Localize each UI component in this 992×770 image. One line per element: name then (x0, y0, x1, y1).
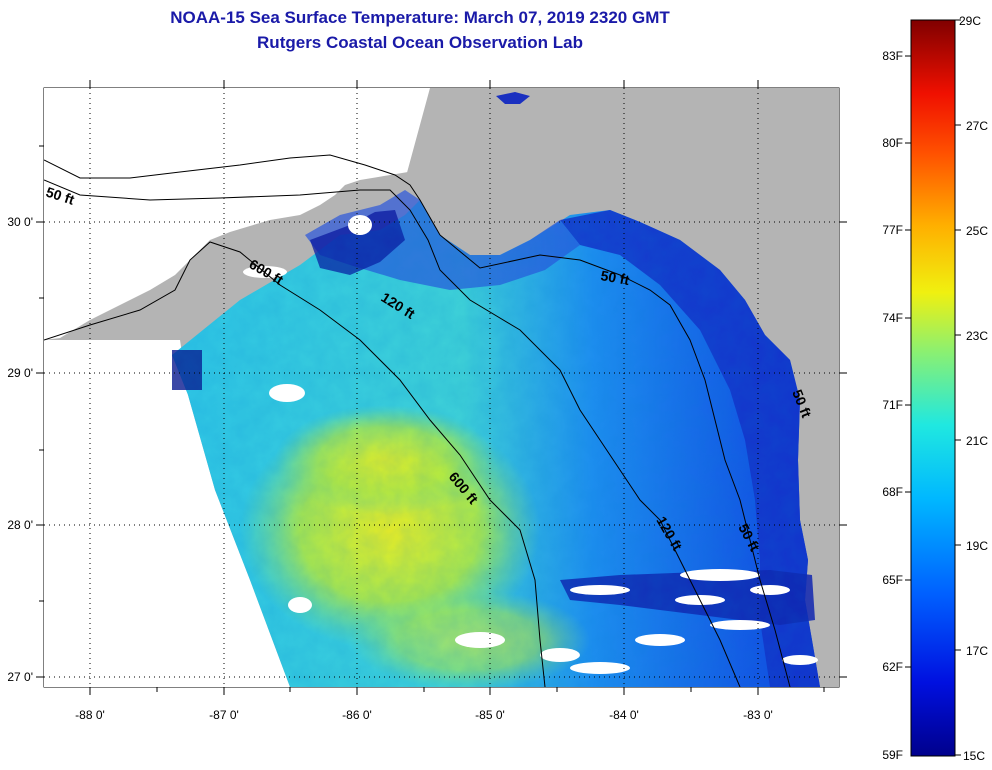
isobath-label: 50 ft (599, 267, 630, 288)
longitude-labels: -88 0' -87 0' -86 0' -85 0' -84 0' -83 0… (75, 708, 773, 722)
lat-label: 29 0' (7, 366, 33, 380)
lon-label: -83 0' (743, 708, 773, 722)
lake-blob (496, 92, 530, 104)
sst-texture (172, 200, 820, 687)
axis-ticks (36, 80, 847, 695)
chart-subtitle: Rutgers Coastal Ocean Observation Lab (257, 33, 583, 52)
lat-label: 28 0' (7, 518, 33, 532)
no-data-region (44, 340, 290, 687)
lon-label: -88 0' (75, 708, 105, 722)
land-panhandle (44, 88, 430, 340)
lat-label: 30 0' (7, 215, 33, 229)
lon-label: -86 0' (342, 708, 372, 722)
lon-label: -87 0' (209, 708, 239, 722)
chart-title: NOAA-15 Sea Surface Temperature: March 0… (170, 8, 670, 27)
land-peninsula (405, 88, 839, 687)
lat-label: 27 0' (7, 670, 33, 684)
cloud-patches (243, 215, 818, 674)
lon-label: -85 0' (475, 708, 505, 722)
lon-label: -84 0' (609, 708, 639, 722)
latitude-labels: 30 0' 29 0' 28 0' 27 0' (7, 215, 33, 684)
coastline-and-isobaths (44, 154, 791, 687)
